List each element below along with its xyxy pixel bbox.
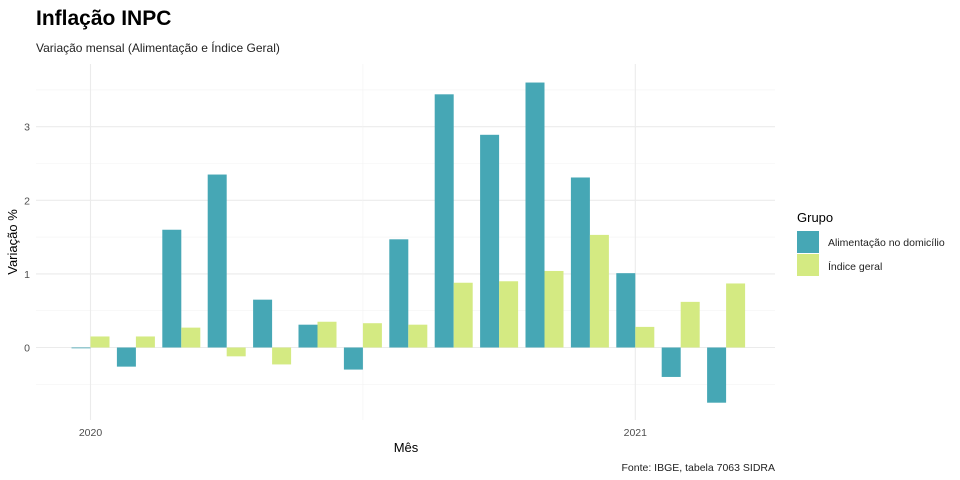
bar-alimentacao-2020-09 bbox=[434, 94, 454, 348]
bar-alimentacao-2020-03 bbox=[162, 229, 182, 348]
bar-indice-geral-2020-03 bbox=[181, 327, 201, 348]
y-tick-label: 0 bbox=[24, 343, 30, 355]
bar-indice-geral-2021-02 bbox=[680, 301, 700, 348]
chart-title: Inflação INPC bbox=[36, 7, 171, 30]
legend-label-indice-geral: Índice geral bbox=[828, 260, 882, 273]
bar-alimentacao-2020-12 bbox=[570, 177, 590, 348]
bar-alimentacao-2021-02 bbox=[661, 347, 681, 377]
bar-alimentacao-2020-05 bbox=[253, 299, 273, 348]
bar-indice-geral-2020-02 bbox=[135, 336, 155, 348]
y-tick-label: 2 bbox=[24, 195, 30, 207]
y-axis-title: Variação % bbox=[5, 209, 20, 275]
bar-indice-geral-2020-05 bbox=[272, 347, 292, 365]
bar-indice-geral-2021-01 bbox=[635, 326, 655, 348]
y-tick-label: 3 bbox=[24, 122, 30, 134]
bar-alimentacao-2020-11 bbox=[525, 82, 545, 348]
bar-indice-geral-2020-12 bbox=[589, 234, 609, 348]
chart-caption: Fonte: IBGE, tabela 7063 SIDRA bbox=[621, 462, 775, 474]
bar-indice-geral-2020-11 bbox=[544, 270, 564, 348]
bar-indice-geral-2020-04 bbox=[226, 347, 246, 357]
x-axis-title: Mês bbox=[394, 440, 419, 455]
bar-indice-geral-2020-07 bbox=[362, 323, 382, 348]
chart-subtitle: Variação mensal (Alimentação e Índice Ge… bbox=[36, 40, 280, 55]
legend-key-indice-geral bbox=[797, 254, 819, 276]
bar-layer bbox=[71, 82, 746, 403]
legend-label-alimentacao: Alimentação no domicílio bbox=[828, 237, 945, 249]
bar-alimentacao-2021-01 bbox=[616, 273, 636, 348]
bar-indice-geral-2020-06 bbox=[317, 321, 337, 348]
bar-alimentacao-2020-08 bbox=[389, 239, 409, 348]
bar-indice-geral-2020-09 bbox=[453, 282, 473, 348]
bar-indice-geral-2020-01 bbox=[90, 336, 110, 348]
bar-alimentacao-2020-04 bbox=[207, 174, 227, 348]
tick-layer: 0 1 2 3 2020 2021 bbox=[24, 122, 647, 439]
x-tick-label: 2020 bbox=[79, 427, 103, 439]
bar-indice-geral-2021-03 bbox=[726, 283, 746, 348]
bar-indice-geral-2020-08 bbox=[408, 324, 428, 348]
bar-alimentacao-2020-06 bbox=[298, 324, 318, 348]
bar-alimentacao-2020-07 bbox=[343, 347, 363, 370]
legend-key-alimentacao bbox=[797, 231, 819, 253]
bar-alimentacao-2020-10 bbox=[480, 134, 500, 348]
x-tick-label: 2021 bbox=[624, 427, 648, 439]
y-tick-label: 1 bbox=[24, 269, 30, 281]
legend: Grupo Alimentação no domicílio Índice ge… bbox=[797, 210, 945, 276]
bar-indice-geral-2020-10 bbox=[499, 281, 519, 348]
bar-alimentacao-2021-03 bbox=[707, 347, 727, 403]
bar-alimentacao-2020-01 bbox=[71, 347, 91, 349]
bar-alimentacao-2020-02 bbox=[116, 347, 136, 367]
legend-title: Grupo bbox=[797, 210, 833, 225]
